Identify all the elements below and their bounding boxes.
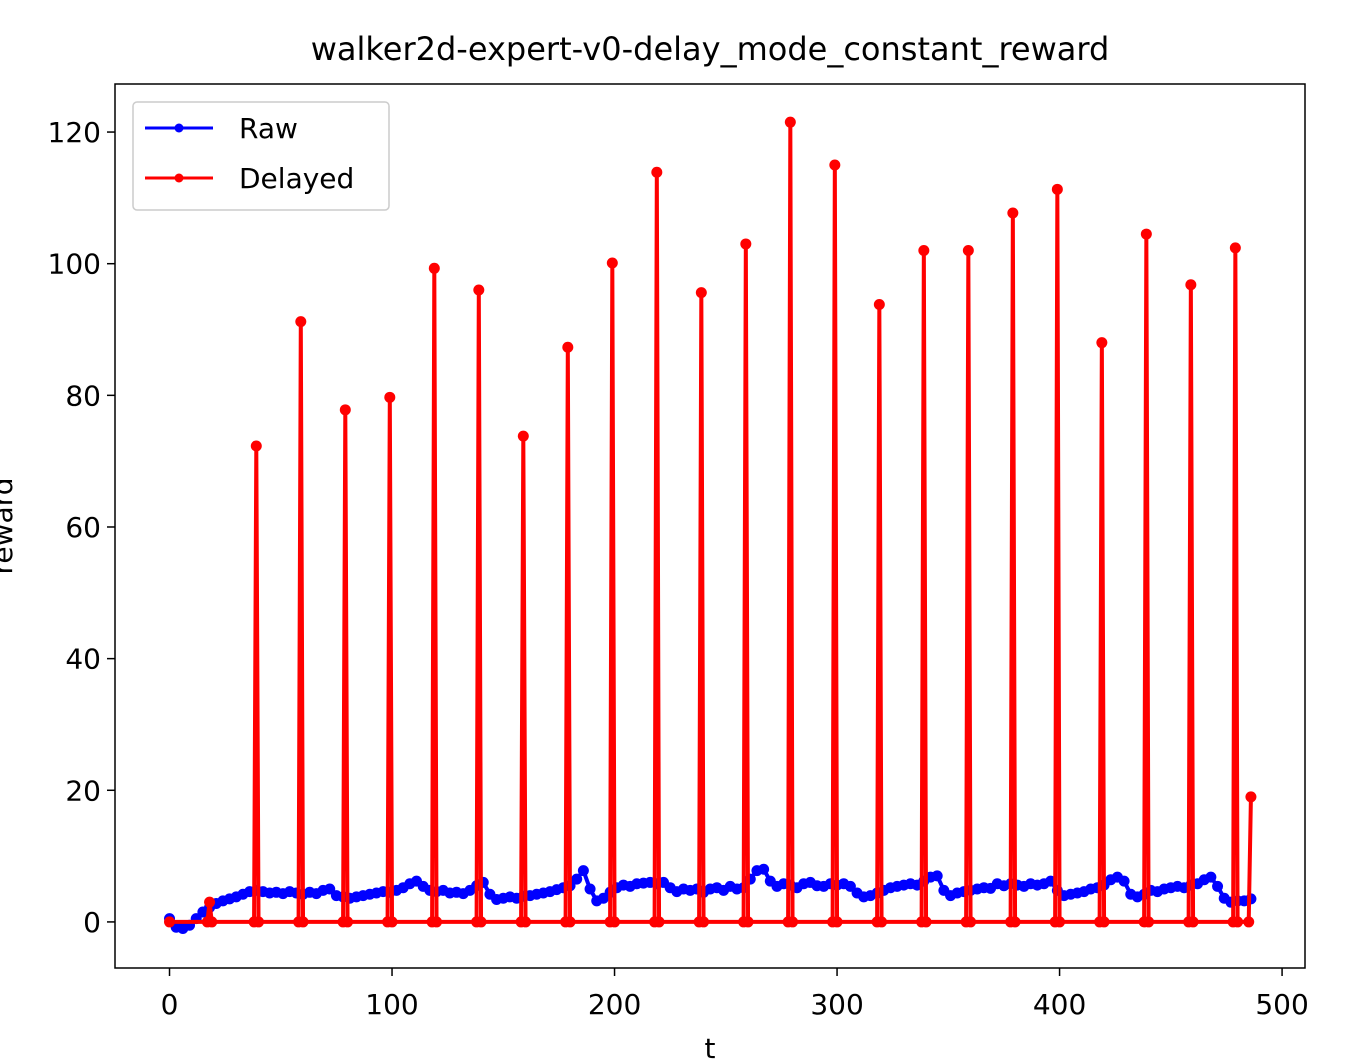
- point: [473, 284, 485, 296]
- point: [1140, 228, 1152, 240]
- y-axis-label: reward: [0, 478, 19, 575]
- series-1: [164, 116, 1257, 928]
- point: [204, 896, 216, 908]
- point: [386, 916, 398, 928]
- point: [431, 916, 443, 928]
- point: [876, 916, 888, 928]
- y-tick-label: 100: [48, 248, 101, 281]
- point: [384, 391, 396, 403]
- point: [784, 116, 796, 128]
- point: [698, 916, 710, 928]
- x-tick-label: 400: [1033, 988, 1086, 1021]
- x-tick-label: 200: [588, 988, 641, 1021]
- point: [920, 916, 932, 928]
- point: [1098, 916, 1110, 928]
- point: [571, 873, 583, 885]
- y-tick-label: 80: [65, 379, 101, 412]
- point: [520, 916, 532, 928]
- point: [1229, 242, 1241, 254]
- point: [206, 916, 218, 928]
- point: [428, 262, 440, 274]
- point: [253, 916, 265, 928]
- point: [1205, 871, 1217, 883]
- point: [742, 916, 754, 928]
- chart-title: walker2d-expert-v0-delay_mode_constant_r…: [311, 30, 1110, 68]
- x-axis-label: t: [705, 1032, 716, 1060]
- point: [606, 257, 618, 269]
- point: [584, 883, 596, 895]
- point: [931, 870, 943, 882]
- point: [651, 166, 663, 178]
- x-tick-label: 300: [810, 988, 863, 1021]
- axes-frame: [114, 83, 1306, 969]
- point: [653, 916, 665, 928]
- y-tick-label: 60: [65, 511, 101, 544]
- point: [1212, 880, 1224, 892]
- point: [1096, 337, 1108, 349]
- point: [1243, 916, 1255, 928]
- point: [1118, 875, 1130, 887]
- point: [562, 341, 574, 353]
- point: [918, 245, 930, 257]
- y-tick-label: 0: [83, 906, 101, 939]
- x-tick-label: 0: [161, 988, 179, 1021]
- point: [342, 916, 354, 928]
- point: [787, 916, 799, 928]
- y-tick-label: 40: [65, 643, 101, 676]
- y-tick-label: 120: [48, 116, 101, 149]
- point: [758, 863, 770, 875]
- point: [475, 916, 487, 928]
- point: [297, 916, 309, 928]
- point: [164, 916, 176, 928]
- legend-label: Raw: [239, 112, 298, 145]
- legend-marker: [174, 173, 184, 183]
- point: [609, 916, 621, 928]
- point: [564, 916, 576, 928]
- point: [1143, 916, 1155, 928]
- point: [962, 245, 974, 257]
- point: [740, 238, 752, 250]
- point: [250, 440, 262, 452]
- point: [695, 287, 707, 299]
- point: [1185, 279, 1197, 291]
- point: [1054, 916, 1066, 928]
- point: [1009, 916, 1021, 928]
- point: [873, 299, 885, 311]
- point: [577, 865, 589, 877]
- point: [1187, 916, 1199, 928]
- point: [1007, 207, 1019, 219]
- plot-area: [164, 116, 1257, 935]
- point: [829, 159, 841, 171]
- legend-label: Delayed: [239, 162, 354, 195]
- x-tick-label: 500: [1255, 988, 1308, 1021]
- point: [1051, 183, 1063, 195]
- legend: Raw Delayed: [132, 101, 390, 211]
- point: [1245, 791, 1257, 803]
- point: [1232, 916, 1244, 928]
- point: [339, 404, 351, 416]
- point: [965, 916, 977, 928]
- x-tick-label: 100: [365, 988, 418, 1021]
- y-tick-label: 20: [65, 774, 101, 807]
- point: [295, 316, 307, 328]
- point: [517, 430, 529, 442]
- point: [831, 916, 843, 928]
- legend-marker: [174, 123, 184, 133]
